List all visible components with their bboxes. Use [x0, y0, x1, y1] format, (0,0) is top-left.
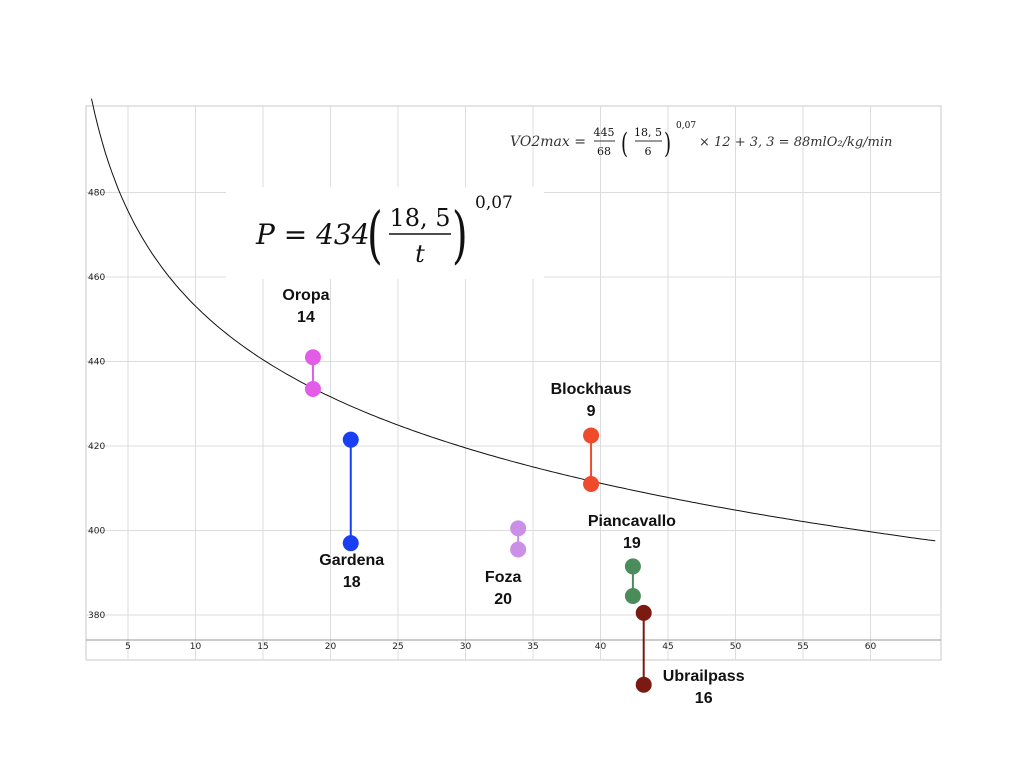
x-tick-label-20: 20: [325, 642, 337, 652]
vo2-inner-den: 6: [645, 145, 652, 158]
formula-background: [226, 187, 544, 279]
vo2-rest: × 12 + 3, 3 = 88mlO₂/kg/min: [699, 135, 892, 150]
y-tick-label-460: 460: [88, 273, 105, 283]
formula-exponent: 0,07: [475, 193, 513, 213]
y-tick-label-420: 420: [88, 442, 105, 452]
piancavallo-point-low: [624, 587, 641, 604]
foza-label-name: Foza: [485, 569, 522, 586]
vo2-exponent: 0,07: [676, 121, 696, 131]
axis-ticks: 5 10 15 20 25 30 35 40 45 50 55 60 380 400 420 440 460 48…: [86, 189, 941, 652]
vo2-inner-num: 18, 5: [634, 126, 662, 139]
marker-piancavallo: Piancavallo 19: [588, 513, 676, 604]
ubrailpass-point-low: [635, 676, 652, 693]
oropa-label-name: Oropa: [282, 287, 329, 304]
x-tick-label-40: 40: [595, 642, 607, 652]
x-tick-label-45: 45: [662, 642, 673, 652]
x-tick-label-55: 55: [797, 642, 808, 652]
y-tick-label-380: 380: [88, 611, 105, 621]
blockhaus-label-name: Blockhaus: [551, 381, 632, 398]
piancavallo-point-high: [624, 558, 641, 575]
marker-oropa: Oropa 14: [282, 287, 330, 397]
y-tick-label-440: 440: [88, 358, 105, 368]
ubrailpass-label-number: 16: [695, 690, 713, 707]
gardena-point-low: [342, 535, 359, 552]
x-tick-label-60: 60: [865, 642, 877, 652]
x-tick-label-35: 35: [527, 642, 538, 652]
marker-foza: Foza 20: [485, 520, 527, 608]
formula-denominator: t: [415, 240, 425, 268]
formula-left-paren: (: [367, 199, 383, 271]
x-tick-label-25: 25: [392, 642, 403, 652]
markers: Oropa 14 Gardena 18 Foza 20 Blockhaus 9 Piancava…: [282, 287, 744, 707]
ubrailpass-point-high: [635, 604, 652, 621]
marker-ubrailpass: Ubrailpass 16: [635, 604, 745, 707]
vo2-lhs: VO2max =: [510, 134, 586, 150]
oropa-point-high: [304, 349, 321, 366]
foza-label-number: 20: [494, 591, 512, 608]
marker-blockhaus: Blockhaus 9: [551, 381, 632, 493]
blockhaus-point-high: [583, 427, 600, 444]
x-tick-label-50: 50: [730, 642, 742, 652]
power-curve: [91, 98, 936, 542]
piancavallo-label-number: 19: [623, 535, 641, 552]
piancavallo-label-name: Piancavallo: [588, 513, 676, 530]
marker-gardena: Gardena 18: [319, 431, 384, 591]
formula-numerator: 18, 5: [389, 204, 450, 232]
main-formula: P = 434 ( 18, 5 t ) 0,07: [255, 193, 513, 271]
blockhaus-point-low: [583, 476, 600, 493]
gardena-point-high: [342, 431, 359, 448]
foza-point-low: [510, 541, 527, 558]
y-tick-label-400: 400: [88, 527, 105, 537]
foza-point-high: [510, 520, 527, 537]
gardena-label-number: 18: [343, 574, 361, 591]
vo2-frac-den: 68: [597, 145, 611, 158]
vo2max-formula: VO2max = 445 68 ( 18, 5 6 ) 0,07 × 12 + …: [510, 121, 892, 160]
x-tick-label-10: 10: [190, 642, 202, 652]
x-tick-label-5: 5: [125, 642, 131, 652]
formula-lhs: P = 434: [255, 218, 370, 251]
vo2-right-paren: ): [664, 127, 671, 160]
blockhaus-label-number: 9: [587, 403, 596, 420]
formula-right-paren: ): [452, 199, 468, 271]
gardena-label-name: Gardena: [319, 552, 384, 569]
vo2-frac-num: 445: [594, 126, 615, 139]
vo2-left-paren: (: [621, 127, 628, 160]
x-tick-label-15: 15: [257, 642, 268, 652]
x-tick-label-30: 30: [460, 642, 472, 652]
ubrailpass-label-name: Ubrailpass: [663, 668, 745, 685]
oropa-label-number: 14: [297, 309, 315, 326]
oropa-point-low: [304, 380, 321, 397]
y-tick-label-480: 480: [88, 189, 105, 199]
